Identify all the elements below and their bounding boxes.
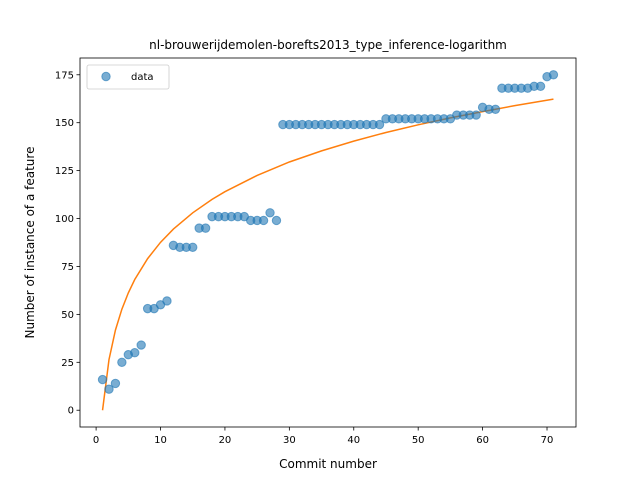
x-tick-label: 30: [283, 435, 296, 446]
data-point: [490, 104, 501, 114]
data-point: [162, 296, 172, 306]
y-axis-ticks: 0 25 50 75 100 125 150 175: [55, 70, 80, 417]
x-tick-label: 60: [476, 435, 489, 446]
y-tick-label: 175: [55, 70, 74, 81]
data-point: [200, 223, 211, 233]
data-point: [104, 384, 114, 394]
y-tick-label: 125: [55, 166, 74, 177]
x-tick-label: 50: [412, 435, 425, 446]
plot-content: [97, 70, 559, 411]
legend-box: [86, 64, 170, 90]
x-tick-label: 0: [93, 435, 99, 446]
axes-frame: [79, 57, 577, 428]
data-point: [471, 110, 481, 120]
data-point: [97, 374, 108, 385]
y-tick-label: 150: [55, 118, 74, 129]
y-tick-label: 100: [55, 214, 74, 225]
legend: data: [86, 64, 170, 90]
y-tick-label: 25: [61, 358, 74, 369]
data-point: [265, 208, 275, 218]
x-tick-label: 70: [541, 435, 554, 446]
data-point: [188, 242, 198, 252]
data-point: [117, 357, 127, 368]
x-tick-label: 20: [219, 435, 232, 446]
chart-title: nl-brouwerijdemolen-borefts2013_type_inf…: [149, 38, 507, 52]
data-point: [548, 70, 559, 80]
data-point: [110, 378, 121, 389]
data-point: [130, 348, 140, 358]
legend-label-data: data: [131, 72, 154, 83]
x-tick-label: 40: [347, 435, 360, 446]
y-tick-label: 0: [68, 406, 74, 417]
x-tick-label: 10: [154, 435, 167, 446]
legend-marker-data: [101, 71, 111, 82]
y-axis-label: Number of instance of a feature: [23, 147, 37, 339]
data-point: [535, 81, 546, 91]
data-point: [258, 215, 269, 226]
x-axis-ticks: 0 10 20 30 40 50 60 70: [93, 427, 553, 446]
x-axis-label: Commit number: [279, 457, 377, 471]
data-point: [136, 340, 146, 350]
y-tick-label: 75: [61, 262, 74, 273]
data-point: [271, 215, 282, 226]
y-tick-label: 50: [61, 310, 74, 321]
data-point: [374, 119, 385, 130]
